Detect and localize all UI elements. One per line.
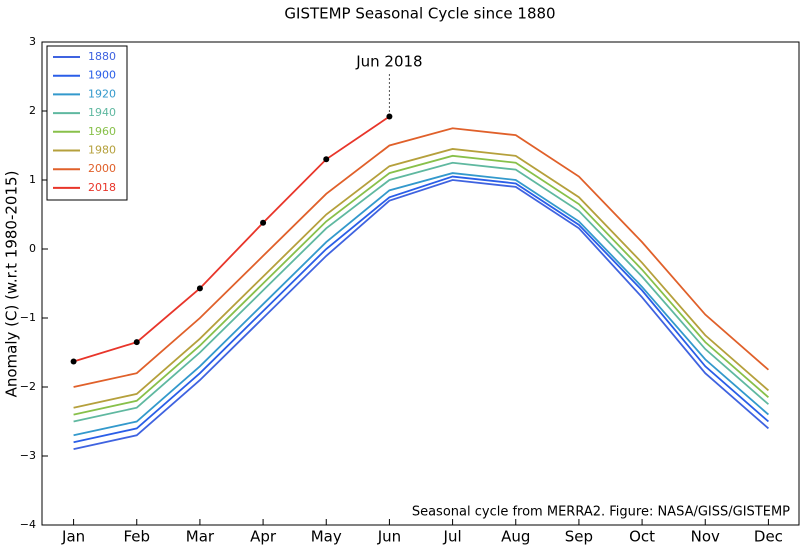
data-point — [70, 358, 77, 365]
annotation: Jun 2018 — [355, 53, 422, 71]
legend-label: 1980 — [88, 144, 116, 157]
series-line — [73, 115, 390, 363]
x-tick-label: Feb — [123, 528, 150, 546]
series-line — [73, 179, 770, 450]
data-point — [260, 219, 267, 226]
data-point — [133, 339, 140, 346]
legend-label: 1960 — [88, 125, 116, 138]
series-line — [73, 172, 770, 437]
series-line — [73, 127, 770, 388]
y-tick-label: 0 — [29, 242, 36, 255]
plot-frame — [41, 41, 800, 526]
y-tick-label: −1 — [20, 311, 36, 324]
legend: 1880 1900 1920 1940 1960 1980 2000 2018 — [46, 45, 128, 201]
data-point — [323, 156, 330, 163]
legend-label: 1940 — [88, 106, 116, 119]
x-tick-label: Aug — [501, 528, 530, 546]
data-point — [386, 113, 393, 120]
x-tick-label: Mar — [186, 528, 215, 546]
x-tick-label: Jun — [377, 528, 401, 546]
x-tick-label: May — [311, 528, 342, 546]
data-point — [196, 285, 203, 292]
x-tick-label: Jul — [443, 528, 462, 546]
y-tick-label: −2 — [20, 380, 36, 393]
x-tick-label: Sep — [565, 528, 593, 546]
note: Seasonal cycle from MERRA2. Figure: NASA… — [412, 505, 790, 520]
y-tick-label: 3 — [29, 35, 36, 48]
y-axis-label: Anomaly (C) (w.r.t 1980-2015) — [3, 171, 21, 398]
x-tick-label: Dec — [754, 528, 783, 546]
series-line — [73, 148, 770, 409]
legend-label: 2000 — [88, 162, 116, 175]
legend-label: 1900 — [88, 69, 116, 82]
x-tick-label: Nov — [691, 528, 720, 546]
series-line — [73, 154, 770, 416]
series-line — [73, 161, 770, 423]
legend-label: 2018 — [88, 181, 116, 194]
legend-box — [46, 45, 128, 201]
legend-label: 1880 — [88, 50, 116, 63]
y-tick-label: −3 — [20, 449, 36, 462]
series-line — [73, 175, 770, 444]
x-tick-label: Jan — [61, 528, 85, 546]
chart-title: GISTEMP Seasonal Cycle since 1880 — [284, 5, 555, 23]
x-tick-label: Oct — [629, 528, 655, 546]
x-tick-label: Apr — [250, 528, 277, 546]
legend-label: 1920 — [88, 87, 116, 100]
y-tick-label: 2 — [29, 104, 36, 117]
y-tick-label: −4 — [20, 518, 36, 531]
y-tick-label: 1 — [29, 173, 36, 186]
